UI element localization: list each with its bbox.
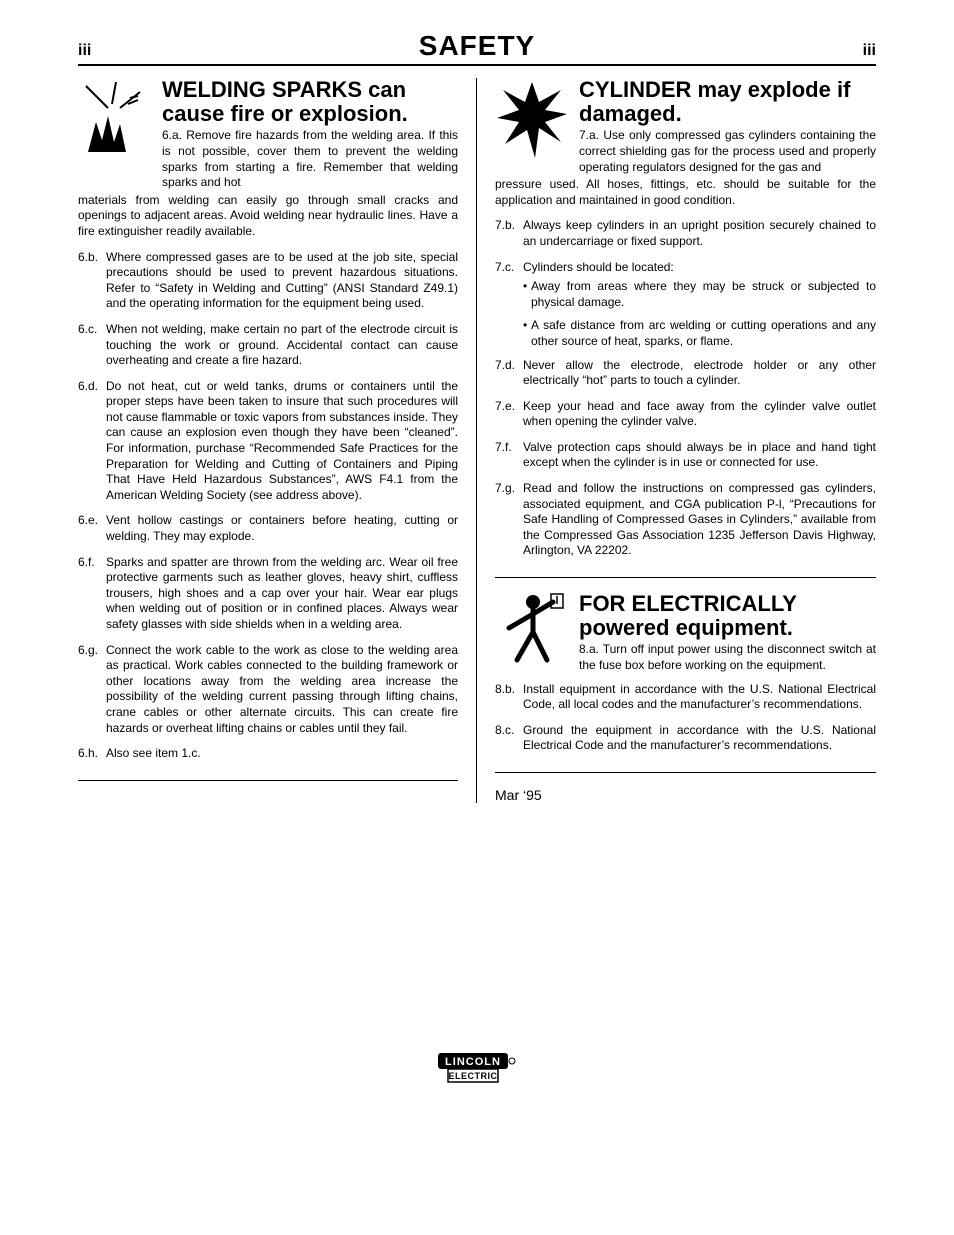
item-text: Remove fire hazards from the welding are…	[162, 128, 458, 189]
brand-top-text: LINCOLN	[445, 1056, 501, 1068]
page-number-right: iii	[863, 42, 876, 60]
right-column: CYLINDER may explode if damaged. 7.a. Us…	[477, 78, 876, 803]
bullet-7c-2: • A safe distance from arc welding or cu…	[523, 318, 876, 349]
section-cylinder: CYLINDER may explode if damaged. 7.a. Us…	[495, 78, 876, 578]
item-text: Where compressed gases are to be used at…	[106, 250, 458, 312]
section-head: FOR ELECTRICALLY powered equipment. 8.a.…	[495, 592, 876, 674]
sparks-icon	[78, 78, 152, 156]
item-number: 6.g.	[78, 643, 106, 737]
item-number: 7.d.	[495, 358, 523, 389]
item-6g: 6.g. Connect the work cable to the work …	[78, 643, 458, 737]
section-head: CYLINDER may explode if damaged. 7.a. Us…	[495, 78, 876, 175]
item-text: Never allow the electrode, electrode hol…	[523, 358, 876, 389]
item-text: Ground the equipment in accordance with …	[523, 723, 876, 754]
item-6a-start: 6.a. Remove fire hazards from the weldin…	[162, 128, 458, 190]
item-number: 6.f.	[78, 555, 106, 633]
page-number-left: iii	[78, 42, 91, 60]
item-number: 7.f.	[495, 440, 523, 471]
page-header: iii SAFETY iii	[78, 30, 876, 66]
item-text: Valve protection caps should always be i…	[523, 440, 876, 471]
section-head-text: FOR ELECTRICALLY powered equipment. 8.a.…	[579, 592, 876, 674]
item-number: 6.c.	[78, 322, 106, 369]
item-text: Connect the work cable to the work as cl…	[106, 643, 458, 737]
section-electrical: FOR ELECTRICALLY powered equipment. 8.a.…	[495, 592, 876, 773]
page-title: SAFETY	[419, 30, 535, 62]
bullet-marker: •	[523, 279, 531, 310]
section-title: WELDING SPARKS can cause fire or explosi…	[162, 78, 458, 126]
item-text: Do not heat, cut or weld tanks, drums or…	[106, 379, 458, 504]
item-text: Keep your head and face away from the cy…	[523, 399, 876, 430]
item-number: 6.b.	[78, 250, 106, 312]
item-6d: 6.d. Do not heat, cut or weld tanks, dru…	[78, 379, 458, 504]
item-6b: 6.b. Where compressed gases are to be us…	[78, 250, 458, 312]
item-text: Turn off input power using the disconnec…	[579, 642, 876, 672]
item-8c: 8.c. Ground the equipment in accordance …	[495, 723, 876, 754]
item-7e: 7.e. Keep your head and face away from t…	[495, 399, 876, 430]
item-text: Use only compressed gas cylinders contai…	[579, 128, 876, 173]
item-7f: 7.f. Valve protection caps should always…	[495, 440, 876, 471]
item-text: When not welding, make certain no part o…	[106, 322, 458, 369]
item-number: 7.c.	[495, 260, 523, 276]
person-disconnect-icon	[495, 592, 569, 670]
item-number: 8.b.	[495, 682, 523, 713]
section-title: CYLINDER may explode if damaged.	[579, 78, 876, 126]
bullet-marker: •	[523, 318, 531, 349]
item-number: 7.b.	[495, 218, 523, 249]
footer-logo: LINCOLN ELECTRIC	[78, 1053, 876, 1088]
item-text: Also see item 1.c.	[106, 746, 458, 762]
item-text: Always keep cylinders in an upright posi…	[523, 218, 876, 249]
item-6a-continuation: materials from welding can easily go thr…	[78, 193, 458, 240]
item-8b: 8.b. Install equipment in accordance wit…	[495, 682, 876, 713]
left-column: WELDING SPARKS can cause fire or explosi…	[78, 78, 477, 803]
section-head-text: CYLINDER may explode if damaged. 7.a. Us…	[579, 78, 876, 175]
explosion-icon	[495, 78, 569, 168]
item-number: 7.g.	[495, 481, 523, 559]
item-6c: 6.c. When not welding, make certain no p…	[78, 322, 458, 369]
section-head-text: WELDING SPARKS can cause fire or explosi…	[162, 78, 458, 191]
item-text: Install equipment in accordance with the…	[523, 682, 876, 713]
item-text: Read and follow the instructions on comp…	[523, 481, 876, 559]
safety-page: iii SAFETY iii	[0, 0, 954, 1108]
item-7b: 7.b. Always keep cylinders in an upright…	[495, 218, 876, 249]
revision-date: Mar ‘95	[495, 787, 876, 803]
section-title: FOR ELECTRICALLY powered equipment.	[579, 592, 876, 640]
item-text: Sparks and spatter are thrown from the w…	[106, 555, 458, 633]
item-6h: 6.h. Also see item 1.c.	[78, 746, 458, 762]
section-welding-sparks: WELDING SPARKS can cause fire or explosi…	[78, 78, 458, 781]
item-6f: 6.f. Sparks and spatter are thrown from …	[78, 555, 458, 633]
item-number: 8.a.	[579, 642, 599, 656]
item-7c: 7.c. Cylinders should be located:	[495, 260, 876, 276]
item-number: 6.a.	[162, 128, 182, 142]
section-head: WELDING SPARKS can cause fire or explosi…	[78, 78, 458, 191]
item-8a: 8.a. Turn off input power using the disc…	[579, 642, 876, 673]
bullet-text: Away from areas where they may be struck…	[531, 279, 876, 310]
content-columns: WELDING SPARKS can cause fire or explosi…	[78, 78, 876, 803]
item-7d: 7.d. Never allow the electrode, electrod…	[495, 358, 876, 389]
item-number: 7.a.	[579, 128, 599, 142]
bullet-7c-1: • Away from areas where they may be stru…	[523, 279, 876, 310]
item-7g: 7.g. Read and follow the instructions on…	[495, 481, 876, 559]
item-6e: 6.e. Vent hollow castings or containers …	[78, 513, 458, 544]
bullet-text: A safe distance from arc welding or cutt…	[531, 318, 876, 349]
item-number: 6.e.	[78, 513, 106, 544]
item-number: 6.d.	[78, 379, 106, 504]
brand-bottom-text: ELECTRIC	[449, 1071, 498, 1081]
item-7a-continuation: pressure used. All hoses, fittings, etc.…	[495, 177, 876, 208]
item-7a-start: 7.a. Use only compressed gas cylinders c…	[579, 128, 876, 175]
item-text: Vent hollow castings or containers befor…	[106, 513, 458, 544]
item-number: 6.h.	[78, 746, 106, 762]
item-number: 7.e.	[495, 399, 523, 430]
item-number: 8.c.	[495, 723, 523, 754]
item-text: Cylinders should be located:	[523, 260, 876, 276]
